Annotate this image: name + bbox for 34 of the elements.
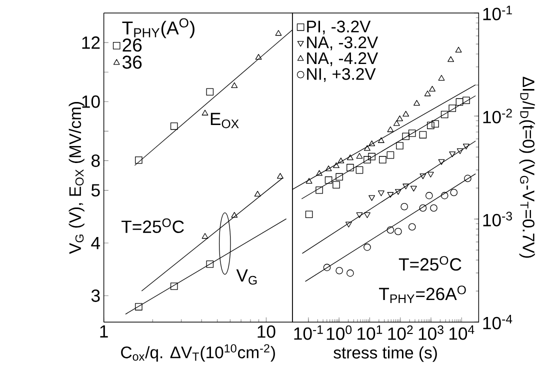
annotation: T=25$^{O}$C xyxy=(122,218,184,234)
y-tick-label: 12 xyxy=(82,36,100,49)
x-tick-label: 10$^{3}$ xyxy=(418,326,444,340)
x-axis-title: stress time (s) xyxy=(334,346,437,362)
legend-label: PI, -3.2V xyxy=(307,20,371,35)
y-tick-label: 3 xyxy=(91,290,100,302)
y-tick-label: 10$^{-1}$ xyxy=(483,6,512,20)
y-tick-label: 10$^{-4}$ xyxy=(483,314,512,330)
legend-label: 26 xyxy=(122,38,142,52)
y-tick-label: 5 xyxy=(91,184,100,197)
annotation: T$_{PHY}$=26A$^{O}$ xyxy=(379,286,466,304)
legend-label: NI, +3.2V xyxy=(307,68,376,82)
legend-label: 36 xyxy=(122,56,142,69)
y-tick-label: 10$^{-3}$ xyxy=(483,212,512,227)
y-axis-title: V$_{G}$ (V), E$_{OX}$ (MV/cm) xyxy=(68,102,84,254)
x-tick-label: 1 xyxy=(100,326,108,338)
annotation: E$_{OX}$ xyxy=(210,113,239,128)
annotation: T=25$^{O}$C xyxy=(398,256,462,271)
y-tick-label: 8 xyxy=(92,154,100,168)
text: C$_{ox}$/q. ΔV$_{T}$(10$^{10}$cm$^{-2}$) xyxy=(121,344,275,362)
legend-label: NA, -3.2V xyxy=(307,36,378,50)
y-tick-label: 10 xyxy=(82,96,100,108)
x-tick-label: 10 xyxy=(258,325,276,338)
x-tick-label: 10$^{0}$ xyxy=(326,326,352,340)
x-tick-label: 10$^{4}$ xyxy=(450,326,474,340)
x-tick-label: 10$^{1}$ xyxy=(358,326,382,340)
x-tick-label: 10$^{2}$ xyxy=(388,326,413,340)
y-tick-label: 10$^{-2}$ xyxy=(483,108,512,124)
text: ΔI$_{D}$/I$_{D}$(t=0) (V$_{G}$-V$_{T}$=0.7V) xyxy=(519,76,535,258)
y-tick-label: 4 xyxy=(91,237,100,250)
legend-title: T$_{PHY}$(A$^{O}$) xyxy=(122,18,194,38)
x-tick-label: 10$^{-1}$ xyxy=(294,326,323,340)
annotation: V$_{G}$ xyxy=(236,269,257,285)
legend-label: NA, -4.2V xyxy=(307,52,378,66)
